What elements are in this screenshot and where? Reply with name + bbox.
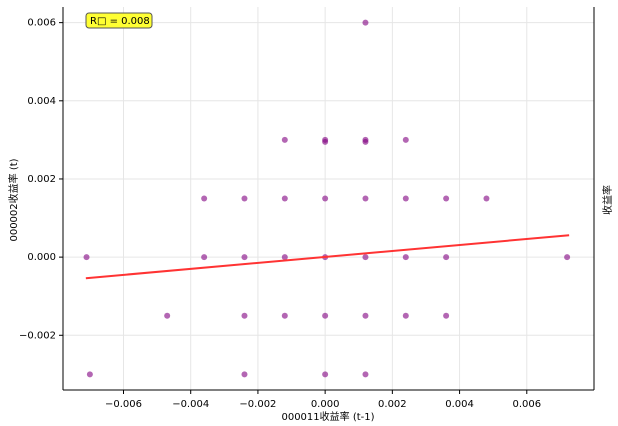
y-axis-label: 000002收益率 (t) xyxy=(7,158,20,241)
annotation: R□ = 0.008 xyxy=(90,16,150,27)
scatter-point xyxy=(362,254,369,261)
scatter-point xyxy=(402,254,409,261)
scatter-point xyxy=(281,136,288,143)
scatter-point xyxy=(362,371,369,378)
y-tick-label: 0.006 xyxy=(27,18,56,29)
scatter-point xyxy=(443,254,450,261)
scatter-point xyxy=(86,371,93,378)
x-tick-label: 0.002 xyxy=(378,399,407,410)
scatter-point xyxy=(443,195,450,202)
scatter-point xyxy=(322,138,329,145)
x-axis-label: 000011收益率 (t-1) xyxy=(281,410,374,423)
scatter-point xyxy=(83,254,90,261)
x-tick-label: 0.006 xyxy=(512,399,541,410)
fit-line xyxy=(85,234,570,280)
scatter-point xyxy=(241,312,248,319)
scatter-point xyxy=(241,371,248,378)
x-tick-label: −0.006 xyxy=(105,399,142,410)
scatter-point xyxy=(402,195,409,202)
y-tick-label: −0.002 xyxy=(19,330,56,341)
scatter-point xyxy=(322,312,329,319)
scatter-point xyxy=(241,195,248,202)
scatter-point xyxy=(281,195,288,202)
x-tick-label: −0.002 xyxy=(239,399,276,410)
scatter-point xyxy=(322,371,329,378)
scatter-point xyxy=(362,312,369,319)
scatter-point xyxy=(564,254,571,261)
x-tick-label: 0.000 xyxy=(311,399,340,410)
scatter-point xyxy=(281,254,288,261)
scatter-point xyxy=(402,312,409,319)
scatter-point xyxy=(322,195,329,202)
right-axis-label: 收益率 xyxy=(601,185,614,215)
scatter-point xyxy=(201,195,208,202)
scatter-point xyxy=(241,254,248,261)
x-tick-label: −0.004 xyxy=(172,399,209,410)
scatter-point xyxy=(402,136,409,143)
y-tick-label: 0.004 xyxy=(27,96,56,107)
scatter-point xyxy=(281,312,288,319)
scatter-point xyxy=(201,254,208,261)
scatter-point xyxy=(362,19,369,26)
scatter-point xyxy=(483,195,490,202)
y-tick-label: 0.002 xyxy=(27,174,56,185)
y-tick-label: 0.000 xyxy=(27,252,56,263)
scatter-point xyxy=(164,312,171,319)
scatter-point xyxy=(443,312,450,319)
scatter-point xyxy=(362,195,369,202)
annotation-box xyxy=(85,12,153,29)
x-tick-label: 0.004 xyxy=(445,399,474,410)
scatter-point xyxy=(362,138,369,145)
